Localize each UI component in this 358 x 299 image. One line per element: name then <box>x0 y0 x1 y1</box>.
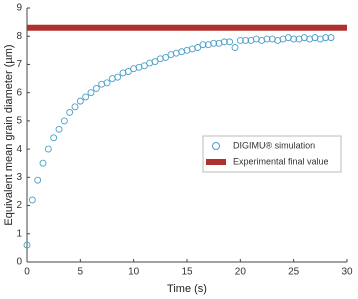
data-point <box>236 37 244 44</box>
data-point <box>82 93 90 101</box>
data-point <box>55 125 63 133</box>
x-tick-label: 20 <box>235 267 247 278</box>
data-point <box>140 62 148 70</box>
data-point <box>322 34 330 42</box>
x-tick-label: 5 <box>78 267 84 278</box>
x-tick-label: 25 <box>288 267 300 278</box>
data-point <box>76 97 84 105</box>
x-tick-label: 30 <box>341 267 353 278</box>
y-tick-label: 6 <box>16 87 22 98</box>
data-point <box>242 37 250 44</box>
data-point <box>151 58 159 66</box>
y-tick-label: 9 <box>16 3 22 14</box>
legend-label: Experimental final value <box>233 156 329 166</box>
y-tick-label: 8 <box>16 31 22 42</box>
data-point <box>71 103 79 111</box>
y-tick-label: 5 <box>16 116 22 127</box>
data-point <box>28 196 36 204</box>
data-point <box>103 79 111 87</box>
data-point <box>162 53 170 61</box>
legend-label: DIGIMU® simulation <box>233 140 315 150</box>
data-point <box>50 134 58 142</box>
y-tick-label: 4 <box>16 144 22 155</box>
data-point <box>124 68 132 75</box>
data-point <box>327 34 335 42</box>
data-point <box>23 241 31 249</box>
y-tick-label: 2 <box>16 200 22 211</box>
data-point <box>199 41 207 49</box>
data-point <box>34 176 42 184</box>
legend-marker <box>212 142 220 150</box>
data-point <box>263 35 271 43</box>
data-point <box>44 145 52 153</box>
data-point <box>231 44 239 51</box>
y-tick-label: 1 <box>16 228 22 239</box>
legend-marker <box>206 159 226 165</box>
data-point <box>226 38 234 46</box>
data-point <box>220 38 228 46</box>
x-tick-label: 0 <box>24 267 30 278</box>
data-point <box>92 84 100 92</box>
data-point <box>210 39 218 47</box>
y-tick-label: 0 <box>16 257 22 268</box>
data-point <box>60 117 68 125</box>
data-point <box>39 159 47 167</box>
data-point <box>290 35 298 43</box>
x-tick-label: 10 <box>128 267 140 278</box>
y-tick-label: 7 <box>16 59 22 70</box>
x-tick-label: 15 <box>181 267 193 278</box>
y-axis-label: Equivalent mean grain diameter (µm) <box>3 44 15 225</box>
legend-box <box>202 135 342 173</box>
data-point <box>114 73 122 81</box>
y-tick-label: 3 <box>16 172 22 183</box>
data-point <box>194 44 202 51</box>
x-axis-label: Time (s) <box>167 283 207 295</box>
data-point <box>66 108 74 116</box>
data-point <box>87 89 95 97</box>
